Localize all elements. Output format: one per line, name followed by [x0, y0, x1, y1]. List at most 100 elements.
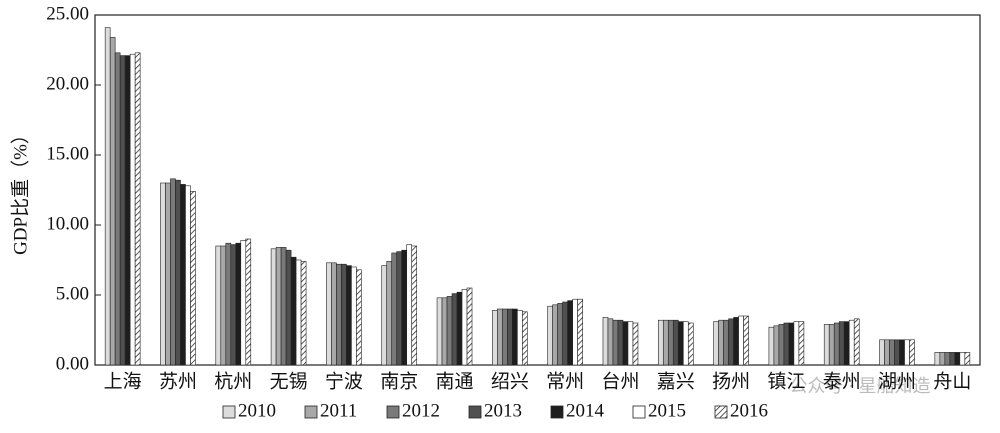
bar — [667, 319, 674, 366]
bar — [778, 324, 785, 366]
bar — [677, 321, 684, 366]
bar — [401, 249, 408, 366]
x-tick-label: 湖州 — [878, 370, 916, 392]
bar — [175, 179, 181, 366]
legend-label: 2011 — [320, 400, 357, 421]
bar — [492, 310, 498, 366]
legend-label: 2010 — [238, 400, 276, 421]
bar — [879, 339, 885, 366]
bar — [441, 297, 448, 366]
x-tick-label: 扬州 — [712, 370, 750, 392]
bar — [456, 291, 463, 366]
bar — [326, 262, 332, 366]
bar — [738, 315, 744, 366]
bar — [225, 242, 232, 366]
bar — [828, 324, 835, 366]
legend-swatch — [550, 405, 564, 419]
bar — [109, 37, 116, 366]
legend-label: 2015 — [648, 400, 686, 421]
legend-swatch — [468, 405, 482, 419]
x-tick-label: 无锡 — [270, 370, 308, 392]
bar — [381, 265, 388, 366]
bar — [743, 315, 749, 366]
y-axis-label: GDP比重（%） — [9, 125, 31, 255]
bar — [134, 52, 141, 366]
bar — [185, 185, 191, 366]
bar — [889, 339, 895, 366]
bar — [657, 319, 664, 366]
x-tick-label: 舟山 — [933, 370, 971, 392]
bar — [507, 308, 513, 366]
bar — [275, 247, 282, 366]
bar — [713, 321, 719, 366]
bar — [672, 319, 679, 366]
bar — [356, 269, 362, 366]
bar — [884, 339, 890, 366]
bar — [280, 247, 287, 366]
bar — [160, 182, 166, 366]
y-tick-label: 25.00 — [46, 3, 89, 24]
bar — [391, 252, 398, 366]
bar — [718, 319, 724, 366]
bar — [396, 251, 403, 366]
legend-swatch — [714, 405, 728, 419]
bar — [602, 317, 609, 366]
bar — [461, 289, 468, 366]
watermark: 公众号 · 星船知造 — [790, 376, 931, 396]
bar — [235, 242, 242, 366]
legend-swatch — [304, 405, 318, 419]
bar — [622, 321, 629, 366]
bar — [687, 322, 694, 366]
bar — [607, 318, 614, 366]
bar — [165, 182, 171, 366]
bar — [245, 238, 252, 366]
bar — [285, 249, 292, 366]
bar — [939, 352, 946, 366]
bar — [346, 265, 352, 366]
legend-swatch — [632, 405, 646, 419]
bar — [954, 352, 961, 366]
bar — [124, 55, 131, 366]
legend-label: 2016 — [730, 400, 768, 421]
bar — [295, 259, 302, 366]
bar — [627, 321, 634, 366]
bar — [567, 300, 573, 366]
bar — [944, 352, 951, 366]
bar — [522, 311, 528, 366]
x-tick-label: 苏州 — [159, 370, 197, 392]
bar — [612, 319, 619, 366]
bar — [853, 318, 860, 366]
x-tick-label: 宁波 — [325, 370, 363, 392]
bar — [959, 352, 966, 366]
bar — [788, 322, 795, 366]
bar — [964, 352, 971, 366]
x-tick-label: 常州 — [546, 370, 584, 392]
bar — [114, 52, 121, 366]
x-tick-label: 台州 — [601, 370, 639, 392]
bar — [904, 339, 910, 366]
bar — [351, 266, 357, 366]
legend-label: 2014 — [566, 400, 605, 421]
bar — [838, 321, 845, 366]
bar — [336, 263, 342, 366]
legend-swatch — [386, 405, 400, 419]
legend-label: 2012 — [402, 400, 440, 421]
bar — [909, 339, 915, 366]
bar — [512, 308, 518, 366]
bar — [547, 305, 553, 366]
bar — [899, 339, 905, 366]
y-tick-label: 20.00 — [46, 73, 89, 94]
bar — [773, 325, 780, 366]
x-tick-label: 南通 — [436, 370, 474, 392]
bar — [632, 322, 639, 366]
bar — [768, 326, 775, 366]
bar — [190, 191, 196, 366]
x-tick-label: 上海 — [104, 370, 142, 392]
bar — [446, 296, 453, 366]
bar — [682, 321, 689, 366]
bar — [562, 301, 568, 366]
y-tick-label: 0.00 — [56, 353, 89, 374]
bar — [411, 245, 418, 366]
bar — [466, 287, 473, 366]
bar — [949, 352, 956, 366]
